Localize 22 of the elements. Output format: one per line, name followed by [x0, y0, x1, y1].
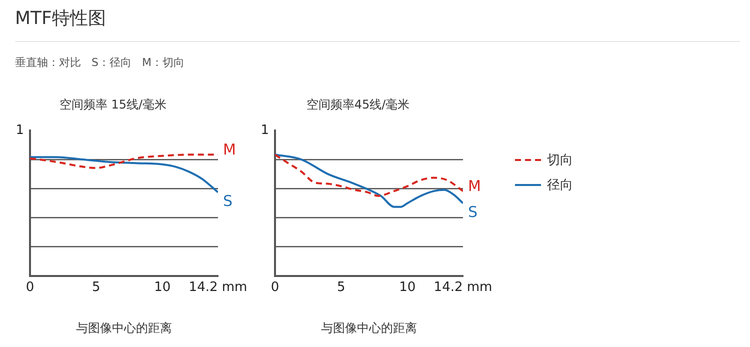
x-axis-title: 与图像中心的距离	[76, 320, 172, 335]
chart-title: 空间频率 15线/毫米	[59, 97, 167, 112]
text: MTF特性图	[15, 7, 106, 30]
text: 垂直轴：对比 S：径向 M：切向	[15, 55, 184, 70]
text: S	[223, 192, 233, 210]
x-tick-label: 0	[26, 280, 34, 296]
text: 1	[260, 122, 269, 138]
legend-label: 径向	[547, 176, 573, 194]
x-axis-title: 与图像中心的距离	[321, 320, 417, 335]
x-tick-label: 10	[154, 280, 171, 296]
legend-label: 切向	[547, 152, 573, 168]
x-tick-label: 14.2 mm	[434, 280, 492, 296]
text: M	[223, 140, 236, 159]
chart-title: 空间频率45线/毫米	[306, 97, 410, 112]
text: M	[468, 176, 481, 195]
x-tick-label: 5	[337, 280, 346, 296]
x-tick-label: 0	[270, 280, 280, 296]
text: S	[468, 203, 478, 222]
x-tick-label: 5	[92, 280, 100, 296]
text: 1	[16, 122, 24, 138]
x-tick-label: 10	[399, 280, 416, 296]
x-tick-label: 14.2 mm	[188, 280, 248, 296]
